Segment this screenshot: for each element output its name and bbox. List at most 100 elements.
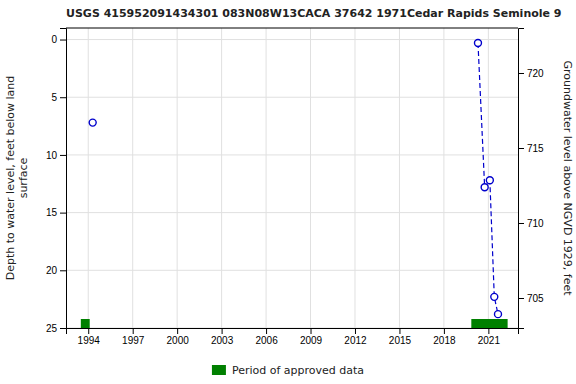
grid-line	[443, 28, 444, 328]
approved-span	[471, 319, 507, 328]
tick: 1997	[122, 328, 145, 346]
grid-line	[354, 28, 355, 328]
tick-mark	[311, 328, 312, 334]
tick: 2009	[300, 328, 323, 346]
tick: 2021	[478, 328, 501, 346]
tick-label: 2000	[167, 335, 190, 346]
point	[481, 184, 488, 191]
tick-mark	[399, 328, 400, 334]
tick-mark	[518, 223, 524, 224]
tick: 1994	[78, 328, 101, 346]
line	[478, 43, 498, 314]
tick-mark	[60, 328, 66, 329]
grid-line	[66, 154, 518, 155]
tick-label: 2003	[211, 335, 234, 346]
tick-label: 1997	[122, 335, 145, 346]
tick-label: 25	[46, 323, 58, 334]
grid-line	[177, 28, 178, 328]
tick-label: 0	[51, 34, 57, 45]
y-axis-label-line: Depth to water level, feet below land	[4, 76, 17, 281]
tick-label: 705	[527, 293, 544, 304]
point	[491, 293, 498, 300]
tick-mark	[60, 97, 66, 98]
chart: 1994199720002003200620092012201520182021…	[0, 0, 576, 384]
y2-axis-label: Groundwater level above NGVD 1929, feet	[561, 60, 574, 296]
grid-line	[66, 212, 518, 213]
plot: 1994199720002003200620092012201520182021…	[46, 28, 544, 346]
grid-line	[399, 28, 400, 328]
tick: 2015	[389, 328, 412, 346]
tick: 5	[51, 92, 66, 103]
tick-label: 715	[527, 143, 544, 154]
tick-mark	[60, 213, 66, 214]
tick-mark	[518, 148, 524, 149]
tick: 2006	[255, 328, 278, 346]
tick: 15	[46, 207, 66, 218]
tick-mark	[222, 328, 223, 334]
tick: 25	[46, 323, 66, 334]
y-axis-label: Depth to water level, feet below landsur…	[4, 76, 30, 281]
tick: 2003	[211, 328, 234, 346]
grid-line	[266, 28, 267, 328]
tick: 2000	[167, 328, 190, 346]
tick: 2018	[433, 328, 456, 346]
point	[494, 311, 501, 318]
axis-line	[67, 329, 519, 335]
x-axis: 1994 1997 2000 2003 2006 2009 2012 2015 2018 2021	[67, 328, 519, 346]
approved-span	[81, 319, 90, 328]
tick-label: 720	[527, 68, 544, 79]
tick-label: 2015	[389, 335, 412, 346]
tick-mark	[133, 328, 134, 334]
tick-mark	[444, 328, 445, 334]
frame-line	[66, 28, 518, 29]
legend-item: Period of approved data	[212, 364, 364, 377]
tick-mark	[60, 155, 66, 156]
tick-mark	[88, 328, 89, 334]
point	[486, 177, 493, 184]
tick-mark	[266, 328, 267, 334]
tick: 0	[51, 34, 66, 45]
grid-line	[88, 28, 89, 328]
grid-line	[132, 28, 133, 328]
legend: Period of approved data	[212, 364, 364, 377]
tick: 720	[518, 68, 544, 79]
grid	[66, 28, 518, 328]
y2-axis: 705 710 715 720	[518, 29, 544, 329]
point	[474, 40, 481, 47]
tick-mark	[518, 73, 524, 74]
legend-swatch	[212, 365, 226, 375]
tick-mark	[177, 328, 178, 334]
tick-mark	[488, 328, 489, 334]
tick-label: 2021	[478, 335, 501, 346]
tick-mark	[60, 40, 66, 41]
tick: 20	[46, 265, 66, 276]
tick-label: 10	[46, 150, 58, 161]
tick: 705	[518, 293, 544, 304]
tick-label: 15	[46, 207, 58, 218]
tick-label: 2018	[433, 335, 456, 346]
tick-mark	[518, 298, 524, 299]
y-axis-label-line: surface	[17, 157, 30, 198]
tick-mark	[355, 328, 356, 334]
axis-line	[60, 29, 67, 329]
legend-label: Period of approved data	[232, 364, 364, 377]
axis-line	[519, 29, 525, 329]
title: USGS 415952091434301 083N08W13CACA 37642…	[66, 7, 562, 20]
point	[89, 119, 96, 126]
tick-label: 2012	[344, 335, 367, 346]
tick-label: 2006	[255, 335, 278, 346]
tick-mark	[60, 270, 66, 271]
grid-line	[66, 97, 518, 98]
y-axis: 0 5 10 15 20 25	[46, 29, 67, 334]
tick-label: 5	[51, 92, 57, 103]
tick-label: 1994	[78, 335, 101, 346]
grid-line	[66, 39, 518, 40]
tick: 2012	[344, 328, 367, 346]
tick: 10	[46, 150, 66, 161]
grid-line	[221, 28, 222, 328]
tick-label: 20	[46, 265, 58, 276]
tick-label: 710	[527, 218, 544, 229]
tick: 715	[518, 143, 544, 154]
tick: 710	[518, 218, 544, 229]
grid-line	[310, 28, 311, 328]
